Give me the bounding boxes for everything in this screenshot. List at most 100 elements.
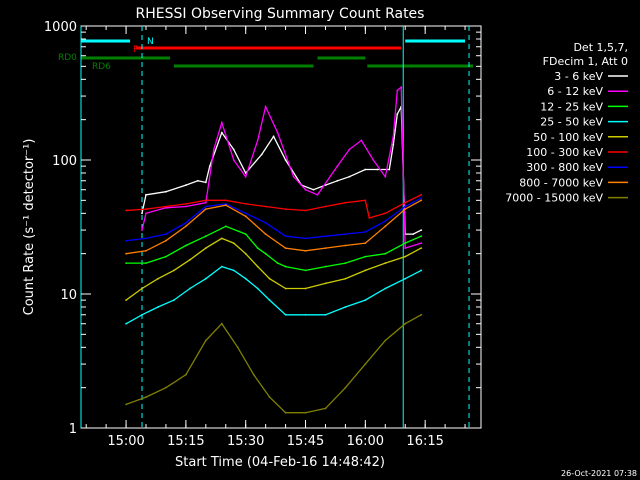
series-line [126, 199, 422, 255]
series-point [256, 247, 259, 250]
series-point [256, 287, 259, 290]
series-point [145, 396, 147, 398]
series-point [344, 277, 347, 280]
series-line [126, 225, 422, 272]
series-point [324, 205, 327, 208]
series-point [384, 220, 387, 223]
series-point [384, 225, 387, 228]
series-point [256, 265, 259, 268]
legend-header-line: FDecim 1, Att 0 [543, 55, 628, 68]
x-tick-label: 15:45 [287, 434, 324, 449]
series-point [204, 235, 207, 238]
series-point [420, 199, 423, 202]
y-tick-label: 1000 [44, 20, 77, 35]
series-point [244, 252, 247, 255]
generation-timestamp: 26-Oct-2021 07:38 [561, 469, 637, 478]
series-point [276, 262, 279, 264]
series-point [141, 212, 143, 215]
legend-entry-label: 25 - 50 keV [540, 116, 603, 129]
series-point [189, 258, 191, 261]
series-point [420, 229, 423, 232]
series-point [404, 208, 407, 211]
series-point [165, 239, 167, 242]
flag-label-rd6: RD6 [92, 62, 111, 72]
series-point [125, 322, 127, 325]
series-point [364, 269, 367, 272]
series-point [304, 237, 307, 240]
series-point [360, 139, 363, 142]
series-point [208, 165, 211, 168]
series-point [252, 373, 255, 376]
series-point [224, 199, 227, 202]
series-point [284, 159, 287, 161]
series-point [145, 208, 147, 211]
series-point [125, 262, 127, 264]
series-point [204, 205, 207, 208]
x-tick-label: 15:15 [167, 434, 204, 449]
series-point [165, 205, 167, 208]
series-point [204, 277, 207, 280]
series-point [196, 179, 199, 182]
series-point [412, 233, 415, 236]
series-point [324, 247, 327, 250]
series-point [264, 105, 267, 108]
series-point [264, 221, 267, 224]
series-line [126, 194, 422, 219]
series-point [165, 386, 167, 389]
series-point [404, 255, 407, 258]
series-point [185, 373, 187, 376]
series-point [125, 209, 127, 212]
series-point [304, 249, 307, 252]
series-point [404, 247, 407, 250]
series-point [404, 242, 407, 245]
flag-label-f: F [133, 45, 138, 55]
series-point [344, 244, 347, 247]
series-point [364, 363, 367, 365]
series-point [165, 255, 167, 258]
legend-entry-label: 7000 - 15000 keV [505, 192, 603, 205]
series-point [141, 313, 143, 316]
series-point [244, 233, 247, 236]
series-point [384, 212, 387, 215]
series-point [404, 277, 407, 280]
y-tick-label: 100 [52, 154, 77, 169]
x-tick-label: 15:00 [107, 434, 144, 449]
series-point [284, 235, 287, 238]
legend-header-line: Det 1,5,7, [573, 41, 628, 54]
series-point [376, 168, 379, 171]
series-line [125, 314, 422, 414]
series-point [232, 148, 235, 151]
x-tick-label: 15:30 [227, 434, 264, 449]
series-point [185, 244, 187, 247]
series-point [396, 89, 399, 92]
legend-entry-label: 50 - 100 keV [533, 131, 603, 144]
series-point [364, 299, 367, 301]
series-point [344, 386, 347, 389]
series-line [125, 237, 422, 301]
series-point [284, 247, 287, 250]
series-point [276, 131, 279, 134]
series-line [126, 197, 422, 242]
series-point [316, 193, 319, 196]
series-point [324, 313, 327, 316]
series-point [392, 143, 395, 146]
series-point [384, 175, 387, 178]
series-point [404, 201, 407, 204]
series-point [145, 262, 147, 264]
y-tick-label: 1 [69, 422, 77, 437]
series-point [396, 113, 399, 115]
plot-frame [80, 25, 482, 429]
series-point [145, 237, 147, 240]
series-point [324, 235, 327, 238]
series-point [212, 148, 215, 151]
series-point [204, 201, 207, 204]
series-line [125, 265, 422, 325]
series-point [388, 168, 391, 171]
series-point [173, 269, 175, 272]
x-tick-label: 16:00 [347, 434, 384, 449]
series-point [284, 287, 287, 290]
series-point [173, 299, 175, 301]
series-point [145, 249, 147, 252]
series-point [272, 135, 275, 138]
series-point [384, 262, 387, 264]
